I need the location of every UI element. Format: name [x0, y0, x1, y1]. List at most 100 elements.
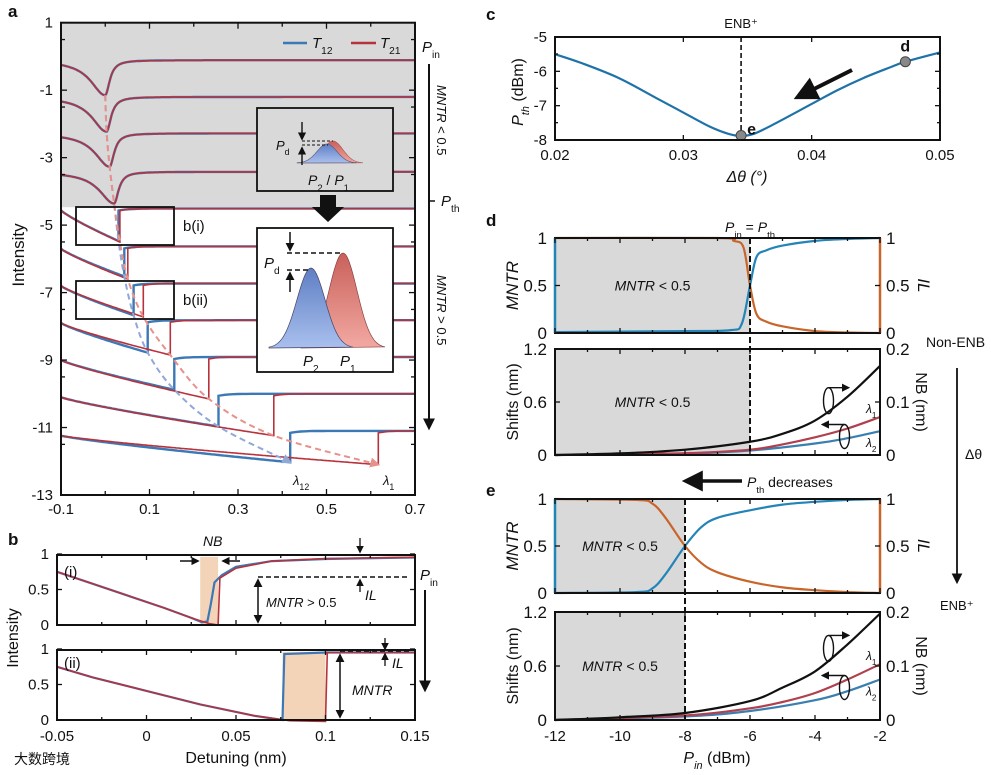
- mntr-gt-label-b-part: MNTR: [266, 595, 304, 610]
- shade-label: MNTR < 0.5: [582, 658, 658, 674]
- box-b-ii: [75, 280, 175, 320]
- region-mntr-below-half: [555, 349, 750, 455]
- p2-p1-label-part: 2: [317, 183, 322, 194]
- ytick-label-left: 0.5: [523, 537, 547, 556]
- nb-curve: [554, 612, 881, 722]
- lambda1-label: λ1: [865, 402, 877, 420]
- mntr-axis-label: MNTR: [503, 261, 522, 310]
- direction-arrow: [793, 68, 853, 100]
- lambda1-shift-curve: [554, 663, 881, 722]
- box-label-b-ii: b(ii): [183, 292, 208, 309]
- trace-T12-10: [60, 429, 415, 464]
- ytick-label-left: 1: [538, 229, 547, 248]
- pin-label-part: P: [422, 39, 432, 56]
- shade-label: MNTR < 0.5: [582, 538, 658, 554]
- subplot-label: (ii): [64, 655, 81, 672]
- xtick-label: -12: [544, 728, 566, 745]
- lambda2-label: λ12: [292, 473, 309, 492]
- shade-label-part: MNTR: [582, 658, 622, 674]
- ytick-label: 1: [41, 546, 49, 563]
- trace-T12-9: [60, 392, 415, 428]
- pd-label-part: P: [264, 255, 274, 272]
- nb-axis-label: NB (nm): [912, 372, 929, 432]
- mntr-label-b: MNTR: [352, 682, 392, 698]
- y-axis-label-part: P: [510, 115, 527, 126]
- x-axis-label-part: P: [683, 750, 694, 767]
- watermark: 大数跨境: [14, 751, 70, 767]
- ytick-label-right: 1: [886, 490, 895, 509]
- trace-T21-1: [60, 96, 415, 133]
- trace-T21-0: [60, 59, 415, 97]
- shifts-axis-label: Shifts (nm): [505, 627, 522, 704]
- ytick-label-right: 0.2: [886, 340, 910, 359]
- p2-label: P2: [303, 353, 319, 375]
- p2-p1-label: P2 / P1: [308, 172, 349, 194]
- b-curve-T21: [56, 651, 415, 723]
- ytick-label: -7: [534, 98, 547, 115]
- pth-label-part: P: [441, 193, 451, 210]
- ytick-label-left: 0: [538, 446, 547, 465]
- lambda1-label-part: λ: [382, 473, 389, 488]
- xtick-label: -8: [678, 728, 691, 745]
- p2-p1-label-part: /: [323, 172, 335, 188]
- y-axis-label: Pth (dBm): [510, 58, 532, 126]
- region-mntr-below-half: [555, 238, 750, 333]
- ytick-label-left: 1.2: [523, 340, 547, 359]
- ytick-label: -13: [31, 487, 53, 504]
- inset-p2-bell-small: [296, 143, 358, 164]
- nb-axis-marker-icon: [822, 634, 835, 663]
- threshold-label-part: P: [758, 219, 768, 235]
- xtick-label: -4: [808, 728, 821, 745]
- mntr-curve: [554, 497, 881, 595]
- il-curve: [554, 497, 881, 595]
- non-enb-label: Non-ENB: [926, 334, 985, 350]
- ytick-label-left: 0: [538, 324, 547, 343]
- lambda1-track: [104, 95, 381, 468]
- pth-label: Pth: [441, 193, 460, 215]
- pth-decreases-label: Pth decreases: [747, 474, 833, 496]
- ytick-label-right: 0: [886, 711, 895, 730]
- ytick-label: 0.5: [28, 677, 49, 694]
- nb-axis-marker-icon: [822, 387, 835, 415]
- shade-label: MNTR < 0.5: [615, 394, 691, 410]
- legend-T12-label: T12: [312, 35, 333, 57]
- panel-letter-e: e: [486, 481, 495, 500]
- mntr-curve: [554, 236, 881, 334]
- lambda1-shift-curve: [554, 415, 881, 457]
- ytick-label: -3: [40, 150, 53, 167]
- xtick-label: -10: [609, 728, 631, 745]
- lambda2-label-part: λ: [865, 436, 872, 450]
- lambda1-label-part: 1: [389, 482, 394, 492]
- p1-label-part: P: [340, 353, 350, 370]
- x-axis-label: Detuning (nm): [185, 750, 286, 767]
- x-axis-label: Δθ (°): [726, 169, 768, 186]
- xtick-label: 0.7: [405, 501, 426, 518]
- lambda1-label-part: 1: [872, 411, 877, 420]
- legend-T21-label-part: 21: [389, 46, 401, 57]
- shade-label-part: MNTR: [615, 394, 655, 410]
- ytick-label-right: 0: [886, 446, 895, 465]
- threshold-label: Pin = Pth: [725, 219, 775, 241]
- lambda1-label-part: λ: [865, 402, 872, 416]
- ytick-label-right: 0.5: [886, 277, 910, 296]
- pin-label: Pin: [422, 39, 440, 61]
- ytick-label-right: 1: [886, 229, 895, 248]
- lambda2-label: λ2: [865, 436, 877, 454]
- dtheta-label: Δθ: [965, 446, 982, 462]
- ytick-label-left: 0.5: [523, 277, 547, 296]
- pin-label-b-part: P: [420, 567, 430, 584]
- mntr-lt-label: MNTR < 0.5: [434, 85, 449, 155]
- lambda2-label-part: 12: [299, 482, 309, 492]
- pth-curve: [554, 51, 941, 137]
- mntr-lt-label-part: MNTR: [434, 85, 449, 123]
- shift-axis-marker-icon: [838, 674, 851, 701]
- xtick-label: 0.02: [540, 147, 569, 164]
- legend-T12-label-part: T: [312, 35, 323, 52]
- xtick-label: -0.05: [40, 728, 74, 745]
- xtick-label: -2: [873, 728, 886, 745]
- ytick-label: 0.5: [28, 582, 49, 599]
- shade-label: MNTR < 0.5: [615, 278, 691, 294]
- threshold-label-part: P: [725, 219, 735, 235]
- point-label: d: [900, 39, 910, 56]
- pin-label-part: in: [432, 50, 440, 61]
